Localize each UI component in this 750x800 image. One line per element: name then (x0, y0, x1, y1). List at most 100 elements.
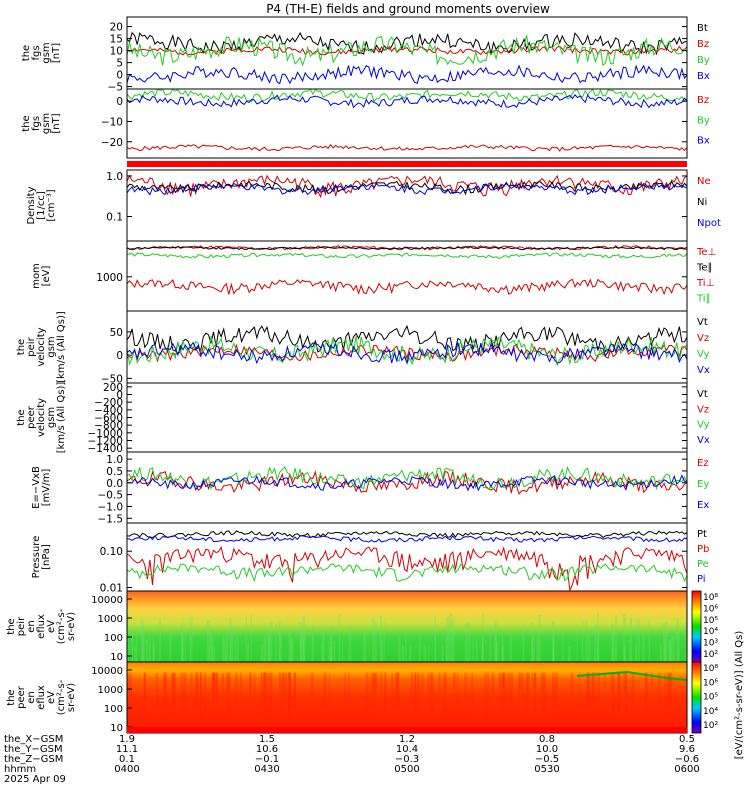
spectrogram-texture (636, 619, 638, 662)
spectrogram-texture (391, 672, 394, 721)
spectrogram-texture (267, 634, 270, 662)
spectrogram-texture (209, 633, 213, 662)
panel-frame (126, 382, 688, 453)
spectrogram-texture (204, 672, 207, 713)
y-axis-label-line: eV (46, 691, 57, 704)
spectrogram-texture (394, 672, 398, 700)
y-tick-label: 0.5 (106, 466, 123, 478)
spectrogram-texture (253, 672, 256, 715)
y-tick-label: 100 (104, 704, 123, 715)
spectrogram-texture (418, 632, 421, 662)
spectrogram-texture (264, 624, 267, 662)
spectrogram-texture (281, 632, 283, 662)
spectrogram-texture (502, 635, 504, 662)
spectrogram-texture (611, 624, 614, 662)
spectrogram-texture (414, 672, 416, 713)
y-tick-label: −400 (94, 405, 123, 417)
x-axis-value: 0.5 (679, 734, 695, 745)
spectrogram-texture (299, 622, 302, 662)
spectrogram-texture (143, 672, 146, 721)
spectrogram-texture (249, 672, 252, 700)
legend-entry: Ti⊥ (696, 278, 714, 289)
spectrogram-texture (288, 672, 291, 705)
spectrogram-texture (588, 629, 591, 662)
spectrogram-texture (451, 620, 455, 662)
spectrogram-texture (211, 635, 214, 662)
spectrogram-texture (670, 635, 674, 662)
spectrogram-texture (269, 622, 273, 662)
spectrogram-texture (434, 628, 436, 662)
legend-entry: Vx (697, 365, 710, 376)
spectrogram-texture (677, 632, 680, 662)
legend-entry: Pb (697, 544, 709, 555)
spectrogram-texture (338, 613, 341, 662)
x-axis-value: 0500 (394, 764, 419, 775)
spectrogram-texture (401, 645, 405, 662)
spectrogram-texture (287, 672, 291, 722)
y-tick-label: 0.1 (106, 212, 123, 224)
spectrogram-texture (216, 672, 218, 701)
spectrogram-texture (229, 638, 231, 662)
y-axis-label-line: [nT] (51, 43, 62, 63)
y-axis-label-line: the (6, 618, 17, 634)
x-axis-value: 1.5 (259, 734, 275, 745)
spectrogram-texture (471, 672, 473, 716)
spectrogram-texture (275, 624, 277, 662)
spectrogram-texture (543, 672, 546, 712)
spectrogram-texture (303, 630, 306, 662)
spectrogram-texture (554, 672, 557, 715)
x-axis-value: 10.6 (256, 744, 278, 755)
spectrogram-texture (247, 642, 250, 662)
spectrogram-texture (410, 672, 413, 705)
spectrogram-texture (501, 672, 505, 688)
y-tick-label: 1000 (98, 685, 123, 696)
y-axis-label-line: Pressure (31, 536, 42, 579)
series-line-Bx (126, 93, 688, 109)
spectrogram-texture (261, 672, 263, 690)
y-tick-label: 10 (110, 723, 123, 734)
legend-entry: Ey (697, 479, 709, 490)
spectrogram-texture (498, 672, 502, 714)
y-tick-label: −600 (94, 413, 123, 425)
x-axis-value: −0.5 (535, 754, 559, 765)
x-axis-labels: the_X−GSM 1.9 1.5 1.2 0.8 0.5 the_Y−GSM 11.1 10.… (4, 631, 745, 785)
spectrogram-texture (225, 627, 229, 662)
colorbar-tick-label: 10⁴ (703, 707, 718, 717)
y-axis-label-line: sr-eV) (66, 612, 77, 641)
spectrogram-texture (373, 672, 377, 700)
spectrogram-texture (226, 672, 229, 699)
spectrogram-texture (288, 631, 292, 662)
spectrogram-texture (430, 672, 432, 693)
legend-entry: Ti∥ (696, 294, 711, 305)
spectrogram-texture (585, 619, 587, 662)
spectrogram-texture (171, 672, 175, 714)
spectrogram-texture (405, 633, 407, 662)
y-tick-label: 10000 (91, 595, 123, 606)
y-axis-label-line: fgs (31, 45, 42, 60)
legend-entry: Te⊥ (696, 247, 716, 258)
series-line-By (126, 88, 688, 103)
spectrogram-texture (260, 672, 263, 710)
y-tick-label: 0 (116, 70, 123, 82)
series-line-Vy (126, 335, 688, 367)
series-line-Ey (126, 465, 688, 491)
x-axis-value: 10.4 (396, 744, 418, 755)
series-line-Ne (126, 174, 688, 199)
spectrogram-texture (342, 641, 344, 662)
spectrogram-texture (231, 627, 234, 662)
spectrogram-texture (381, 638, 383, 662)
spectrogram-texture (504, 672, 507, 707)
spectrogram-texture (667, 672, 670, 716)
y-axis-label-line: the (21, 45, 32, 61)
spectrogram-texture (379, 616, 383, 662)
legend-entry: Pt (697, 529, 707, 540)
spectrogram-texture (200, 672, 203, 721)
spectrogram-texture (211, 672, 215, 710)
status-bar (127, 727, 687, 733)
y-tick-label: 0.10 (100, 546, 123, 558)
y-tick-label: 10 (110, 46, 123, 58)
spectrogram-texture (222, 635, 224, 662)
spectrogram-texture (567, 646, 571, 662)
